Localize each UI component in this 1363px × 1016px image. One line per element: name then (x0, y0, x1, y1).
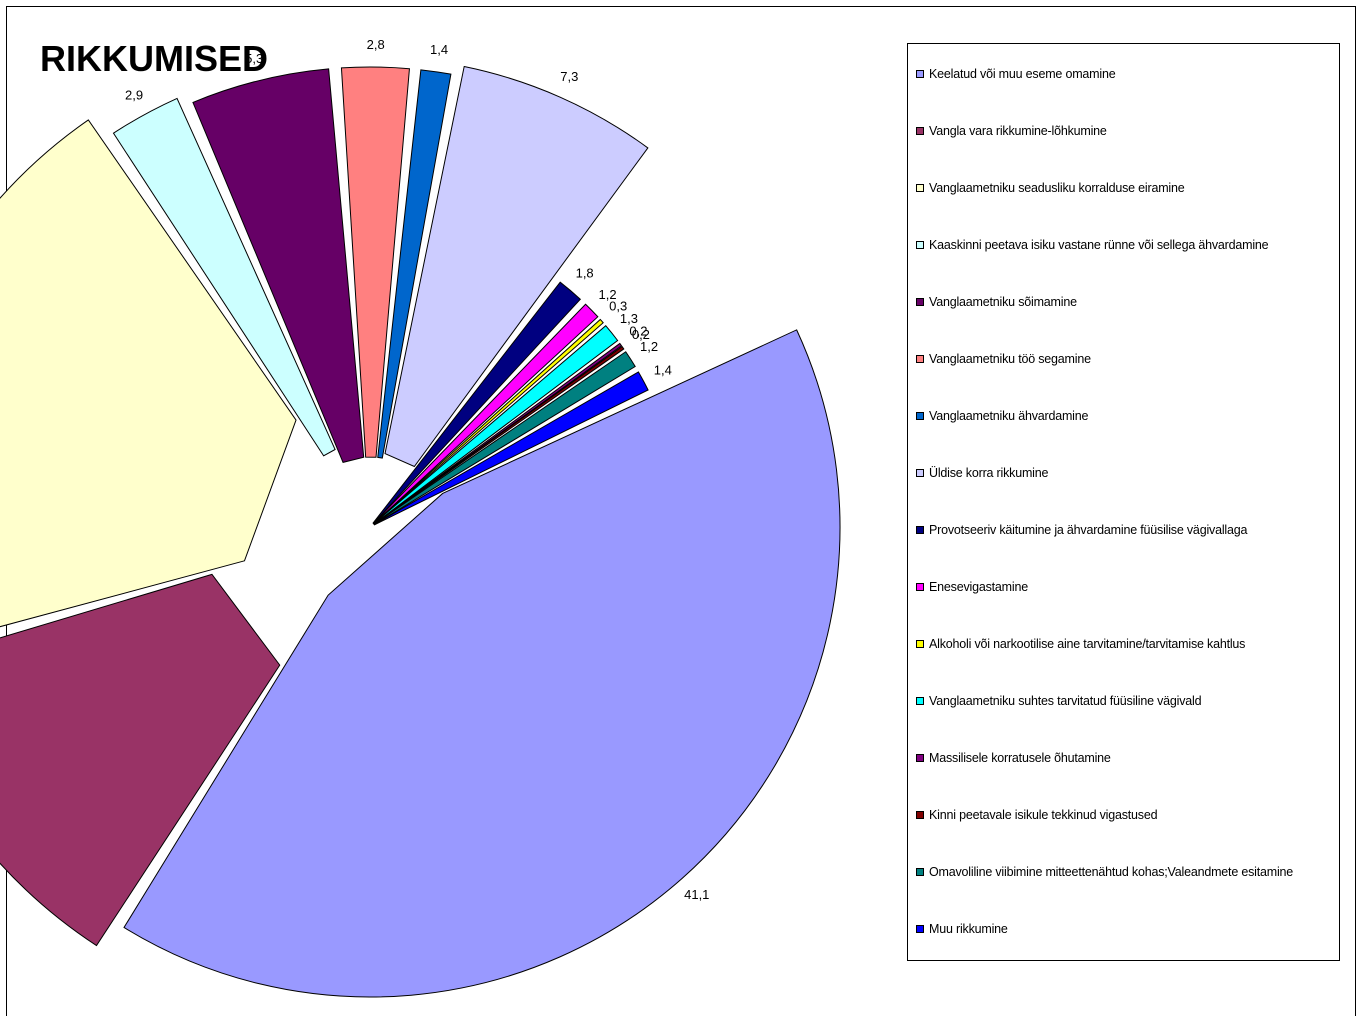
pie-slice-16 (373, 371, 649, 526)
legend-swatch (916, 640, 924, 648)
pie-data-label-1: 41,1 (684, 887, 709, 902)
legend-item: Alkoholi või narkootilise aine tarvitami… (916, 636, 1245, 652)
legend-item: Vangla vara rikkumine-lõhkumine (916, 123, 1107, 139)
legend-item: Üldise korra rikkumine (916, 465, 1048, 481)
chart-title: RIKKUMISED (40, 38, 269, 79)
pie-data-label-8: 7,3 (560, 69, 578, 84)
pie-data-label-15: 1,2 (640, 339, 658, 354)
legend-item: Vanglaametniku ähvardamine (916, 408, 1088, 424)
pie-data-label-7: 1,4 (430, 42, 448, 57)
pie-data-label-6: 2,8 (367, 37, 385, 52)
legend-item: Muu rikkumine (916, 921, 1008, 937)
legend-item: Massilisele korratusele õhutamine (916, 750, 1111, 766)
pie-data-label-11: 0,3 (609, 298, 627, 313)
legend-label: Vanglaametniku töö segamine (929, 352, 1091, 366)
pie-slice-9 (372, 281, 582, 525)
pie-data-label-10: 1,2 (598, 287, 616, 302)
legend-swatch (916, 127, 924, 135)
legend-swatch (916, 526, 924, 534)
chart-legend: Keelatud või muu eseme omamine Vangla var… (907, 43, 1340, 961)
legend-label: Massilisele korratusele õhutamine (929, 751, 1111, 765)
legend-item: Omavoliline viibimine mitteettenähtud ko… (916, 864, 1293, 880)
legend-label: Kinni peetavale isikule tekkinud vigastu… (929, 808, 1158, 822)
legend-swatch (916, 868, 924, 876)
pie-data-label-16: 1,4 (654, 363, 672, 378)
legend-item: Keelatud või muu eseme omamine (916, 66, 1116, 82)
legend-swatch (916, 697, 924, 705)
legend-swatch (916, 583, 924, 591)
legend-swatch (916, 184, 924, 192)
pie-slice-3 (0, 119, 297, 628)
legend-item: Provotseeriv käitumine ja ähvardamine fü… (916, 522, 1247, 538)
pie-slice-15 (373, 351, 636, 526)
pie-data-label-5: 5,3 (245, 51, 263, 66)
legend-item: Vanglaametniku sõimamine (916, 294, 1077, 310)
legend-label: Keelatud või muu eseme omamine (929, 67, 1116, 81)
legend-label: Alkoholi või narkootilise aine tarvitami… (929, 637, 1246, 651)
pie-slice-8 (384, 65, 649, 468)
legend-swatch (916, 925, 924, 933)
legend-swatch (916, 469, 924, 477)
legend-item: Vanglaametniku suhtes tarvitatud füüsili… (916, 693, 1202, 709)
pie-slice-14 (373, 345, 625, 525)
pie-data-label-14: 0,2 (632, 327, 650, 342)
legend-item: Enesevigastamine (916, 579, 1028, 595)
legend-swatch (916, 241, 924, 249)
pie-slice-12 (373, 324, 619, 525)
pie-data-label-12: 1,3 (620, 311, 638, 326)
legend-label: Üldise korra rikkumine (929, 466, 1049, 480)
legend-label: Vanglaametniku ähvardamine (929, 409, 1089, 423)
legend-item: Vanglaametniku seadusliku korralduse eir… (916, 180, 1185, 196)
pie-slice-11 (373, 318, 604, 525)
legend-swatch (916, 811, 924, 819)
legend-swatch (916, 754, 924, 762)
legend-label: Vanglaametniku seadusliku korralduse eir… (929, 181, 1185, 195)
legend-item: Vanglaametniku töö segamine (916, 351, 1091, 367)
legend-swatch (916, 412, 924, 420)
pie-slice-7 (377, 69, 452, 459)
pie-slice-5 (192, 68, 365, 463)
pie-data-label-4: 2,9 (125, 87, 143, 102)
legend-label: Enesevigastamine (929, 580, 1028, 594)
pie-slices (0, 65, 841, 998)
legend-swatch (916, 70, 924, 78)
pie-slice-4 (112, 97, 336, 457)
legend-label: Vangla vara rikkumine-lõhkumine (929, 124, 1107, 138)
legend-label: Vanglaametniku sõimamine (929, 295, 1077, 309)
pie-slice-6 (340, 66, 410, 458)
legend-swatch (916, 355, 924, 363)
pie-slice-2 (0, 573, 281, 947)
legend-label: Kaaskinni peetava isiku vastane rünne võ… (929, 238, 1269, 252)
pie-slice-1 (123, 329, 841, 998)
pie-data-labels: 41,111,6202,95,32,81,47,31,81,20,31,30,2… (125, 37, 709, 902)
legend-item: Kinni peetavale isikule tekkinud vigastu… (916, 807, 1158, 823)
pie-slice-10 (372, 303, 599, 525)
legend-label: Omavoliline viibimine mitteettenähtud ko… (929, 865, 1294, 879)
legend-label: Provotseeriv käitumine ja ähvardamine fü… (929, 523, 1248, 537)
legend-item: Kaaskinni peetava isiku vastane rünne võ… (916, 237, 1269, 253)
pie-data-label-9: 1,8 (576, 266, 594, 281)
legend-swatch (916, 298, 924, 306)
pie-data-label-13: 0,2 (629, 324, 647, 339)
legend-label: Vanglaametniku suhtes tarvitatud füüsili… (929, 694, 1202, 708)
legend-label: Muu rikkumine (929, 922, 1008, 936)
